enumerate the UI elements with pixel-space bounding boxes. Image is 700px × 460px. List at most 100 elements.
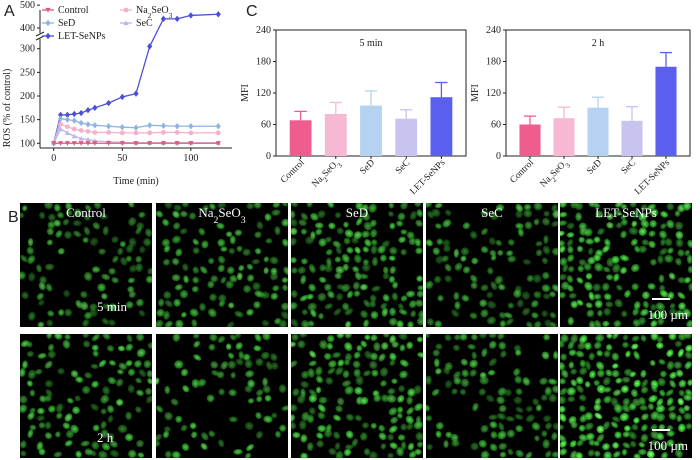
cell xyxy=(614,431,622,439)
cell xyxy=(593,379,600,387)
cell xyxy=(344,342,353,352)
cell xyxy=(363,448,371,456)
cell xyxy=(216,222,225,230)
cell xyxy=(532,398,540,406)
cell xyxy=(183,275,189,284)
cell xyxy=(444,263,452,272)
cell xyxy=(682,308,692,318)
cell xyxy=(648,230,656,237)
cell xyxy=(497,283,506,291)
cell xyxy=(443,440,449,449)
cell xyxy=(278,384,287,393)
cell xyxy=(125,411,132,421)
cell xyxy=(364,334,371,341)
cell xyxy=(370,311,379,320)
cell xyxy=(664,238,673,247)
cell-cluster xyxy=(156,203,288,327)
cell xyxy=(633,379,641,388)
cell xyxy=(562,263,569,273)
cell xyxy=(327,203,335,208)
cell xyxy=(189,422,197,430)
cell xyxy=(542,271,550,280)
cell xyxy=(451,388,458,395)
cell xyxy=(597,309,603,317)
cell xyxy=(606,334,613,339)
cell xyxy=(333,414,342,422)
bar xyxy=(395,118,418,156)
cell xyxy=(316,432,324,439)
cell xyxy=(217,255,226,264)
cell xyxy=(208,343,216,351)
cell xyxy=(406,423,414,431)
cell xyxy=(414,238,421,247)
cell xyxy=(127,203,135,208)
cell xyxy=(342,370,350,379)
cell xyxy=(38,422,46,429)
cell xyxy=(379,254,387,262)
cell xyxy=(606,213,614,221)
cell xyxy=(156,319,164,327)
cell xyxy=(48,213,56,222)
cell xyxy=(324,283,332,292)
cell xyxy=(244,421,254,431)
cell xyxy=(143,360,152,369)
cell xyxy=(173,204,182,212)
cell xyxy=(325,249,333,256)
cell xyxy=(192,247,200,255)
cell xyxy=(542,293,551,300)
cell xyxy=(359,273,369,280)
cell xyxy=(683,412,692,421)
cell xyxy=(593,236,601,244)
cell xyxy=(628,431,637,440)
cell xyxy=(658,442,667,451)
cell xyxy=(490,254,497,261)
cell xyxy=(533,218,540,226)
cell xyxy=(109,449,120,458)
cell xyxy=(541,430,548,437)
cell xyxy=(363,299,371,308)
cell xyxy=(567,396,576,403)
micrograph-column-label: LET-SeNPs xyxy=(595,205,657,220)
cell xyxy=(108,319,116,327)
cell xyxy=(128,449,137,458)
cell xyxy=(318,238,327,247)
line-point xyxy=(85,141,91,146)
cell xyxy=(650,208,659,217)
cell xyxy=(281,405,288,411)
cell xyxy=(100,420,107,429)
cell xyxy=(208,430,216,438)
cell xyxy=(613,273,620,282)
cell xyxy=(22,205,28,212)
cell xyxy=(602,443,610,451)
cell xyxy=(235,358,244,366)
cell xyxy=(578,394,587,402)
cell xyxy=(36,264,42,273)
cell xyxy=(57,368,65,375)
cell xyxy=(44,360,53,369)
cell xyxy=(525,405,533,412)
cell xyxy=(324,264,333,273)
cell xyxy=(324,303,333,310)
cell xyxy=(53,334,63,340)
cell xyxy=(405,415,414,425)
cell xyxy=(620,266,628,275)
cell xyxy=(639,404,648,411)
cell xyxy=(201,432,209,441)
cell xyxy=(611,416,621,423)
cell xyxy=(344,386,354,395)
mfi-bar-chart-5min: 0 60 120 180 240 MFI 5 min Control Na2SeO3 SeD SeC… xyxy=(240,25,467,197)
cell xyxy=(84,204,92,212)
cell xyxy=(128,217,137,227)
cell xyxy=(659,289,669,298)
cell xyxy=(668,334,677,341)
cell xyxy=(470,274,478,283)
cell xyxy=(75,376,84,383)
cell xyxy=(452,344,460,351)
line-point xyxy=(174,130,180,135)
cell xyxy=(640,369,647,378)
cell xyxy=(498,442,508,450)
cell xyxy=(410,310,417,318)
cell xyxy=(392,281,399,289)
cell xyxy=(207,280,215,289)
cell xyxy=(676,414,683,423)
